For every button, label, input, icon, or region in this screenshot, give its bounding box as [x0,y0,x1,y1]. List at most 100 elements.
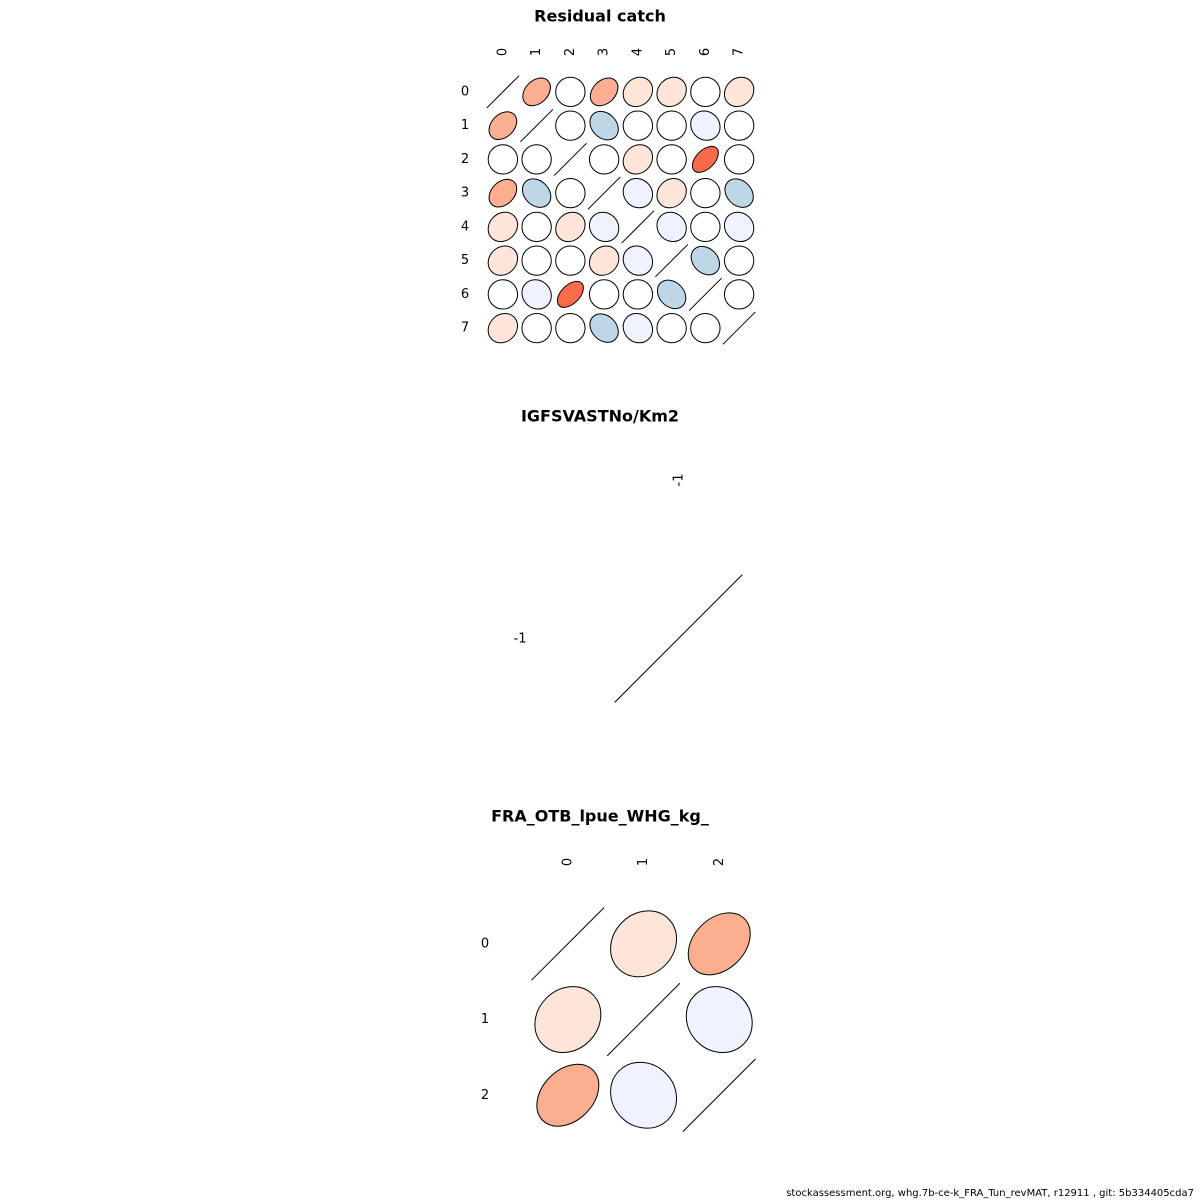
correlation-ellipse-0-3-5 [656,177,687,209]
correlation-ellipse-2-0-2 [687,912,751,976]
diagonal-line-0-2 [553,142,587,176]
correlation-ellipse-0-6-7 [723,279,755,310]
correlation-ellipse-0-0-1 [522,77,551,107]
column-label-0-5: 5 [664,48,679,56]
chart-title-1: IGFSVASTNo/Km2 [521,407,679,426]
correlation-ellipse-0-7-4 [622,312,654,344]
column-label-1-0: -1 [672,474,687,487]
correlation-ellipse-2-2-1 [610,1061,677,1129]
correlation-ellipse-0-7-5 [656,312,687,344]
correlation-ellipse-0-0-7 [723,76,755,108]
correlation-ellipse-0-7-0 [487,312,519,344]
diagonal-line-0-0 [486,75,520,109]
correlation-ellipse-0-2-5 [656,144,687,175]
correlation-ellipse-0-1-4 [622,110,654,141]
correlation-ellipse-0-5-1 [521,245,552,276]
correlation-ellipse-0-4-5 [656,211,687,243]
correlation-ellipse-0-2-4 [622,144,654,175]
column-label-0-1: 1 [529,48,544,56]
correlation-ellipse-0-6-2 [556,280,584,308]
diagonal-line-0-3 [587,176,621,210]
correlation-ellipse-0-5-3 [588,245,620,276]
correlation-ellipse-0-1-6 [690,110,721,141]
diagonal-line-2-2 [682,1058,756,1132]
column-label-0-2: 2 [563,48,578,56]
row-label-0-2: 2 [461,152,469,167]
correlation-ellipse-0-1-2 [555,110,586,141]
correlation-ellipse-0-0-2 [555,76,586,108]
correlation-ellipse-0-4-0 [487,211,519,243]
column-label-2-0: 0 [560,858,575,866]
row-label-0-1: 1 [461,118,469,133]
correlation-ellipse-0-2-6 [691,145,719,173]
chart-title-2: FRA_OTB_lpue_WHG_kg_ [491,807,709,826]
diagonal-line-0-5 [655,244,689,278]
correlation-ellipse-0-6-5 [656,279,687,310]
row-label-0-5: 5 [461,253,469,268]
correlation-ellipse-0-5-2 [555,245,586,276]
correlation-ellipse-0-3-7 [724,178,754,208]
correlation-ellipse-0-0-4 [622,76,654,108]
correlation-ellipse-2-2-0 [536,1063,600,1127]
correlation-ellipse-0-0-3 [589,77,619,107]
correlation-ellipse-0-6-0 [487,279,519,310]
correlation-ellipse-2-1-0 [534,986,602,1053]
correlation-ellipse-0-0-6 [690,76,721,108]
diagonal-line-0-6 [688,277,722,311]
row-label-1-0: -1 [514,632,527,647]
diagonal-line-2-0 [531,907,605,981]
row-label-0-6: 6 [461,287,469,302]
correlation-ellipse-0-3-2 [555,177,586,209]
correlation-ellipse-0-6-4 [622,279,654,310]
correlation-ellipse-0-7-2 [555,312,586,344]
row-label-2-1: 1 [481,1012,489,1027]
diagonal-line-1-0 [614,574,743,703]
correlation-ellipse-2-0-1 [610,910,677,978]
column-label-0-4: 4 [630,48,645,56]
correlation-ellipse-0-4-7 [723,211,755,243]
correlation-ellipse-0-5-0 [487,245,519,276]
footer-text: stockassessment.org, whg.7b-ce-k_FRA_Tun… [786,1188,1194,1199]
correlation-ellipse-0-7-6 [690,312,721,344]
correlation-ellipse-0-4-1 [521,211,552,243]
diagonal-line-2-1 [606,982,681,1057]
correlation-ellipse-2-1-2 [685,986,753,1053]
correlation-ellipse-0-4-2 [555,211,586,243]
correlation-ellipse-0-3-4 [622,177,654,209]
correlation-ellipse-0-4-6 [690,211,721,243]
correlation-ellipse-0-6-1 [521,279,552,310]
correlation-ellipse-0-3-6 [690,177,721,209]
chart-title-0: Residual catch [534,7,666,26]
correlation-ellipse-0-1-5 [656,110,687,141]
row-label-0-7: 7 [461,321,469,336]
correlation-ellipse-0-0-5 [656,76,687,108]
column-label-2-2: 2 [712,858,727,866]
correlation-ellipse-0-2-0 [487,144,519,175]
diagonal-line-0-1 [520,109,554,143]
diagonal-line-0-7 [722,311,756,345]
row-label-0-3: 3 [461,186,469,201]
correlation-ellipse-0-3-0 [488,178,518,208]
correlation-ellipse-0-3-1 [521,178,552,208]
row-label-0-4: 4 [461,219,469,234]
correlation-ellipse-0-6-3 [588,279,620,310]
row-label-0-0: 0 [461,84,469,99]
column-label-2-1: 1 [636,858,651,866]
row-label-2-0: 0 [481,936,489,951]
row-label-2-2: 2 [481,1088,489,1103]
correlation-ellipse-0-5-7 [723,245,755,276]
correlation-ellipse-0-7-1 [521,312,552,344]
correlation-ellipse-0-1-0 [488,111,518,140]
correlation-ellipse-0-2-3 [588,144,620,175]
column-label-0-0: 0 [495,48,510,56]
correlation-ellipse-0-1-7 [723,110,755,141]
correlation-ellipse-0-2-1 [521,144,552,175]
correlation-ellipse-0-7-3 [589,313,619,343]
column-label-0-7: 7 [732,48,747,56]
column-label-0-3: 3 [597,48,612,56]
diagonal-line-0-4 [621,210,655,244]
correlation-ellipse-0-2-7 [723,144,755,175]
correlation-ellipse-0-5-6 [690,245,721,276]
correlation-ellipse-0-4-3 [588,211,620,243]
